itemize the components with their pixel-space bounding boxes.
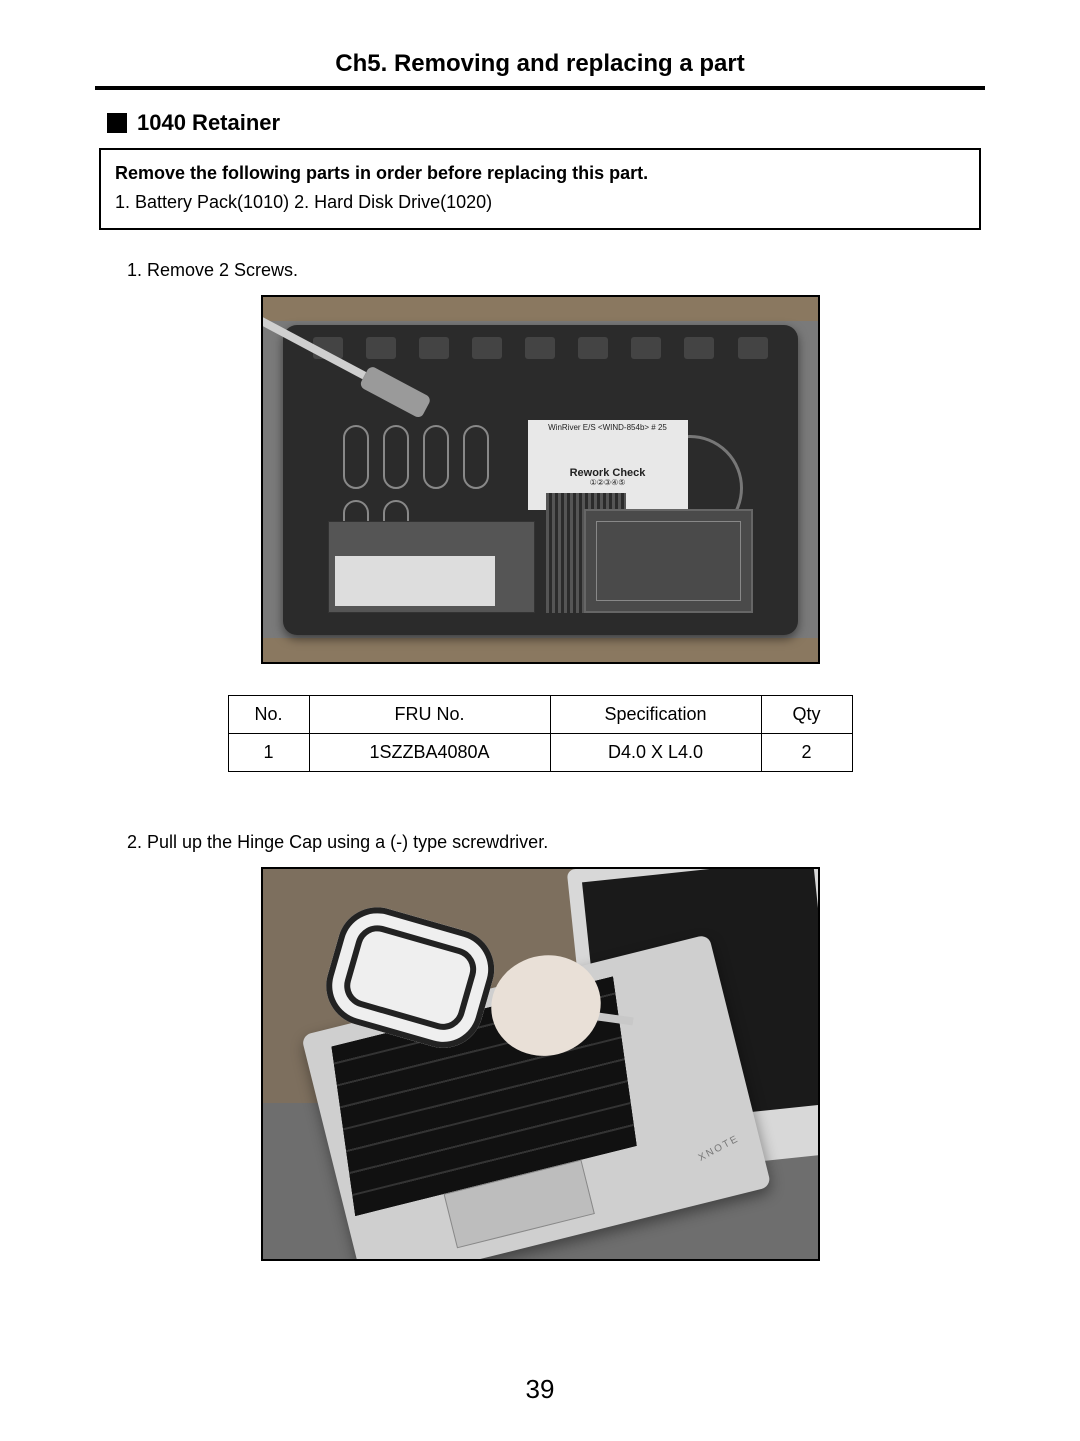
figure-2-hinge-cap: XNOTE (261, 867, 820, 1261)
vent-slot-icon (423, 425, 449, 489)
palm-icon (480, 944, 611, 1068)
table-header-row: No. FRU No. Specification Qty (228, 696, 852, 734)
step-2-text: 2. Pull up the Hinge Cap using a (-) typ… (127, 832, 985, 853)
cell-qty: 2 (761, 734, 852, 772)
figure-2-wrap: XNOTE (95, 867, 985, 1266)
compliance-label-icon (335, 556, 495, 606)
section-title: 1040 Retainer (137, 110, 280, 136)
sticker-line-1: WinRiver E/S <WIND-854b> # 25 (532, 424, 684, 433)
title-rule (95, 86, 985, 90)
page-number: 39 (0, 1374, 1080, 1405)
vent-slot-icon (343, 425, 369, 489)
wood-strip-icon (263, 297, 818, 321)
col-no-header: No. (228, 696, 309, 734)
table-row: 1 1SZZBA4080A D4.0 X L4.0 2 (228, 734, 852, 772)
pcb-trace-icon (596, 521, 741, 601)
figure-1-wrap: WinRiver E/S <WIND-854b> # 25 Rework Che… (95, 295, 985, 669)
bullet-square-icon (107, 113, 127, 133)
section-heading: 1040 Retainer (107, 110, 985, 136)
vent-slot-icon (463, 425, 489, 489)
cell-spec: D4.0 X L4.0 (550, 734, 761, 772)
prerequisite-box: Remove the following parts in order befo… (99, 148, 981, 230)
laptop-open-icon: XNOTE (261, 867, 820, 1261)
chapter-title: Ch5. Removing and replacing a part (95, 50, 985, 78)
cell-fru: 1SZZBA4080A (309, 734, 550, 772)
battery-bay-icon (328, 521, 535, 613)
wood-strip-icon (263, 638, 818, 662)
prerequisite-heading: Remove the following parts in order befo… (115, 160, 965, 187)
brand-text: XNOTE (696, 1133, 740, 1164)
col-spec-header: Specification (550, 696, 761, 734)
step-1-text: 1. Remove 2 Screws. (127, 260, 985, 281)
prerequisite-list: 1. Battery Pack(1010) 2. Hard Disk Drive… (115, 189, 965, 216)
col-fru-header: FRU No. (309, 696, 550, 734)
manual-page: Ch5. Removing and replacing a part 1040 … (0, 0, 1080, 1441)
sticker-line-3: ①②③④⑤ (532, 479, 684, 488)
cell-no: 1 (228, 734, 309, 772)
hdd-bay-icon (584, 509, 753, 613)
spec-table: No. FRU No. Specification Qty 1 1SZZBA40… (228, 695, 853, 772)
figure-1-laptop-bottom: WinRiver E/S <WIND-854b> # 25 Rework Che… (261, 295, 820, 664)
vent-slot-icon (383, 425, 409, 489)
col-qty-header: Qty (761, 696, 852, 734)
